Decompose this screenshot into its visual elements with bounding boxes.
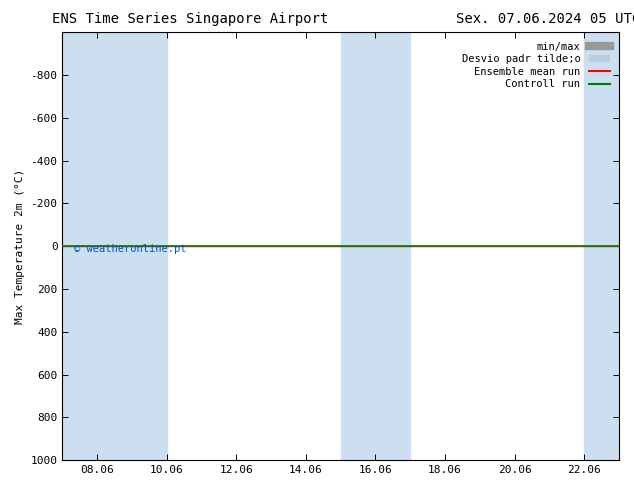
Bar — [340, 32, 410, 460]
Legend: min/max, Desvio padr tilde;o, Ensemble mean run, Controll run: min/max, Desvio padr tilde;o, Ensemble m… — [458, 37, 614, 94]
Text: ENS Time Series Singapore Airport: ENS Time Series Singapore Airport — [52, 12, 328, 26]
Bar — [62, 32, 167, 460]
Text: © weatheronline.pt: © weatheronline.pt — [74, 244, 186, 254]
Text: Sex. 07.06.2024 05 UTC: Sex. 07.06.2024 05 UTC — [456, 12, 634, 26]
Bar — [584, 32, 619, 460]
Y-axis label: Max Temperature 2m (°C): Max Temperature 2m (°C) — [15, 169, 25, 324]
